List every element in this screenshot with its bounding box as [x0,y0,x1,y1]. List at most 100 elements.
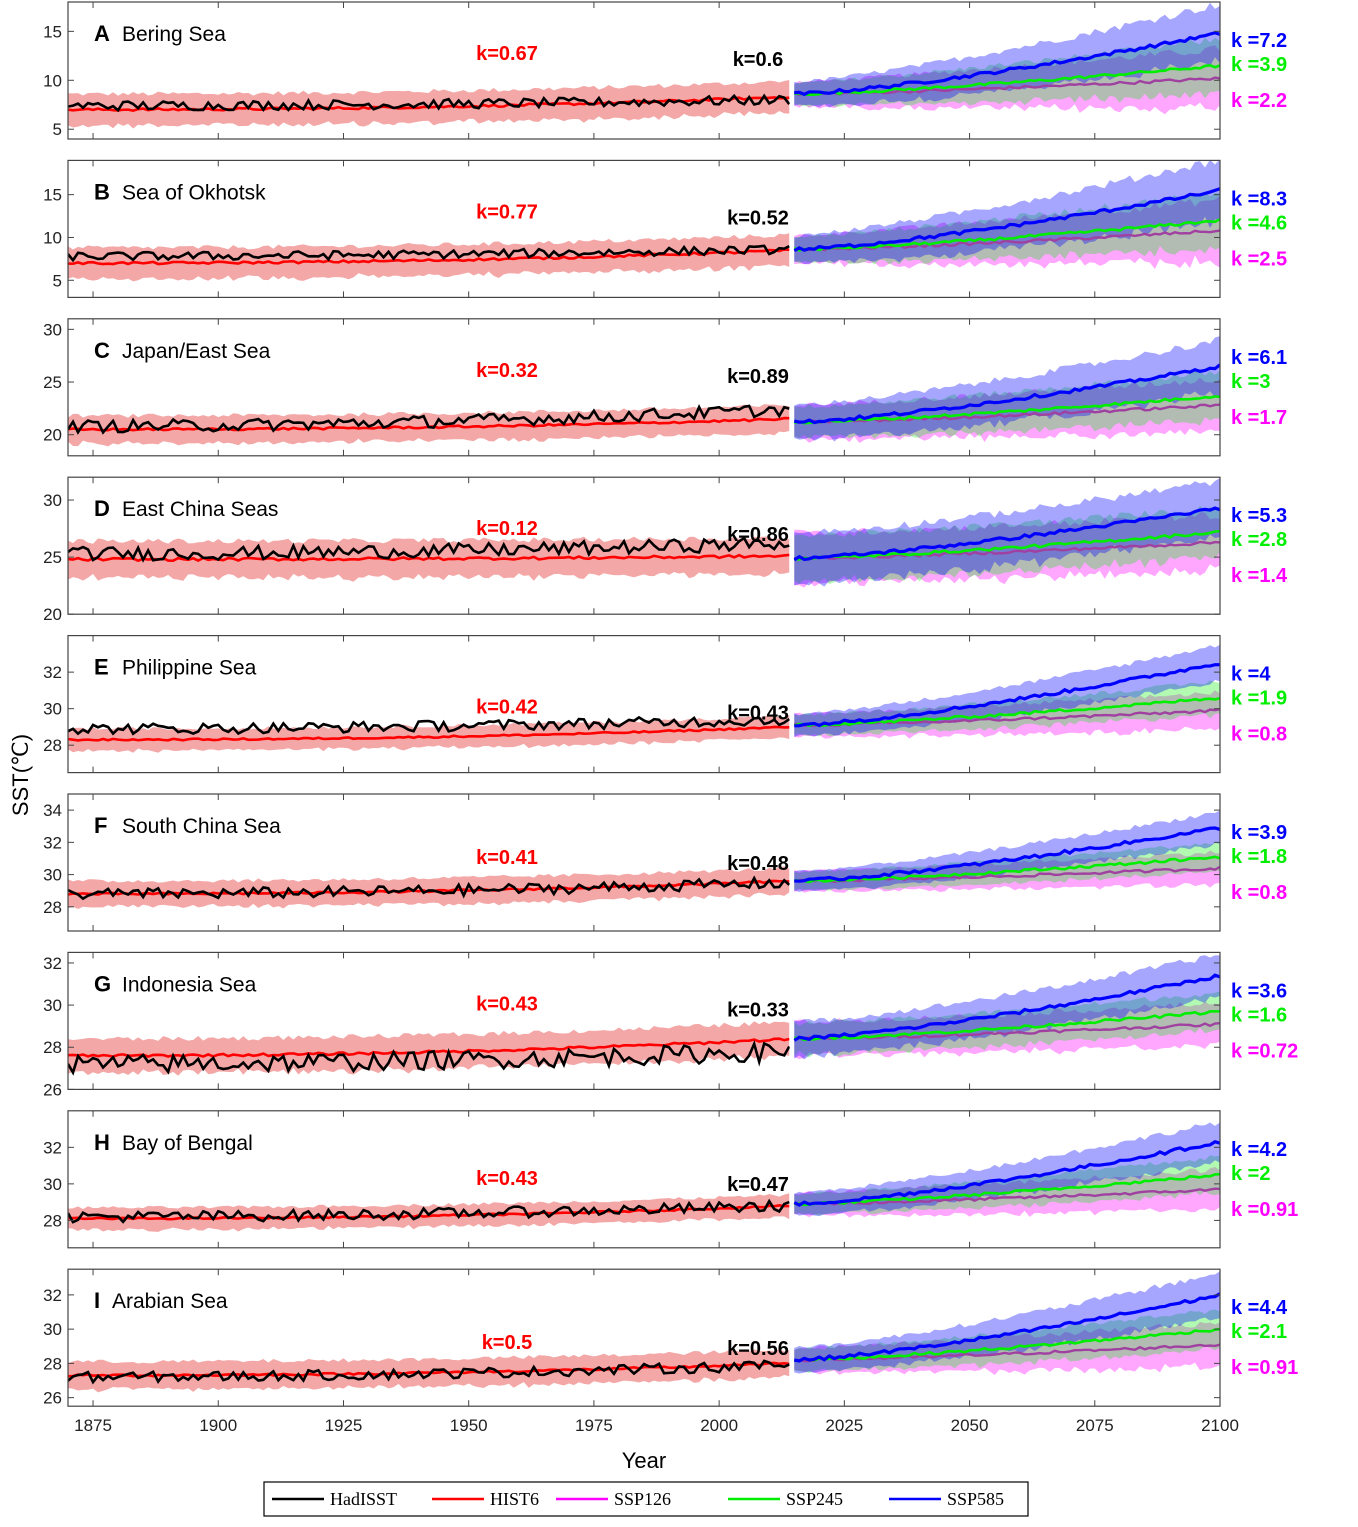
plot-area [68,318,1220,456]
k-hadisst: k=0.6 [733,49,784,71]
y-tick-label: 30 [43,996,62,1015]
k-hadisst: k=0.43 [727,703,789,725]
k-hist6: k=0.32 [476,360,538,382]
ssp245-line [794,1010,1220,1042]
panel-a: 5 10 15 A Bering Sea k=0.67 k=0.6 k =7.2k =3.9 k… [43,1,1287,140]
hadisst-line [68,875,791,901]
panel-letter: E [94,655,109,680]
ssp585-line [793,187,1220,253]
y-tick-label: 28 [43,736,62,755]
y-tick-label: 30 [43,320,62,339]
k-ssp585: k =4.2 [1231,1139,1287,1161]
k-hist6: k=0.77 [476,201,538,223]
k-ssp126: k =0.8 [1231,724,1287,746]
k-hadisst: k=0.56 [727,1338,789,1360]
x-tick-label: 2025 [825,1416,863,1435]
k-hadisst: k=0.33 [727,999,789,1021]
hist6-band [68,866,790,910]
k-ssp585: k =3.6 [1231,980,1287,1002]
k-hadisst: k=0.48 [727,853,789,875]
x-tick-label: 1900 [199,1416,237,1435]
plot-area [68,635,1220,773]
x-tick-label: 1950 [450,1416,488,1435]
plot-area [68,952,1220,1090]
y-tick-label: 32 [43,954,62,973]
panel-frame [67,951,1221,1091]
hist6-band [68,714,790,753]
ssp585-line [794,663,1220,728]
k-ssp585: k =7.2 [1231,30,1287,52]
y-tick-label: 5 [53,120,62,139]
hadisst-line [68,1039,791,1076]
k-ssp245: k =1.9 [1231,688,1287,710]
k-hist6: k=0.5 [482,1332,533,1354]
y-tick-label: 10 [43,71,62,90]
ssp585-line [793,1292,1220,1363]
k-ssp126: k =2.2 [1231,90,1287,112]
hist6-band [68,1021,790,1076]
y-tick-label: 30 [43,491,62,510]
k-ssp126: k =1.7 [1231,407,1287,429]
k-hist6: k=0.12 [476,518,538,540]
plot-area [68,1269,1220,1407]
y-tick-label: 15 [43,22,62,41]
panel-name: Bay of Bengal [122,1132,253,1155]
hadisst-line [68,1359,790,1385]
x-tick-label: 2075 [1076,1416,1114,1435]
k-ssp126: k =1.4 [1231,565,1288,587]
legend-label: HIST6 [490,1489,539,1509]
ssp585-line [793,1139,1220,1207]
y-tick-label: 30 [43,700,62,719]
ssp585-line [794,31,1220,97]
plot-area [68,160,1220,298]
k-ssp245: k =2.1 [1231,1321,1287,1343]
panel-letter: C [94,338,110,363]
k-hadisst: k=0.86 [727,524,789,546]
k-ssp245: k =1.8 [1231,846,1287,868]
hist6-band [68,233,790,282]
y-tick-label: 25 [43,548,62,567]
panel-frame [67,476,1221,615]
ssp245-line [794,855,1220,884]
k-hadisst: k=0.52 [727,207,789,229]
k-ssp585: k =5.3 [1231,505,1287,527]
panel-i: 1875 1900 1925 1950 1975 2000 2025 2050 2075 2100… [43,1268,1298,1435]
k-ssp585: k =3.9 [1231,822,1287,844]
y-tick-label: 28 [43,1211,62,1230]
legend-label: SSP245 [786,1489,843,1509]
panel-name: East China Seas [122,498,278,521]
k-hist6: k=0.41 [476,847,538,869]
legend: HadISST HIST6 SSP126 SSP245 SSP585 [263,1481,1029,1517]
ssp126-line [793,403,1220,425]
y-tick-label: 28 [43,1038,62,1057]
x-tick-label: 2100 [1201,1416,1239,1435]
k-ssp126: k =0.91 [1231,1199,1298,1221]
k-ssp245: k =3 [1231,371,1270,393]
ssp585-band [794,477,1220,587]
k-hadisst: k=0.47 [727,1174,789,1196]
hist6-band [68,1193,790,1232]
x-tick-label: 2050 [951,1416,989,1435]
k-ssp585: k =6.1 [1231,347,1287,369]
k-hist6: k=0.42 [476,697,538,719]
hist6-line [68,248,790,266]
y-tick-label: 26 [43,1080,62,1099]
ssp585-band [794,2,1220,108]
legend-box [263,1481,1029,1517]
panel-frame [67,1110,1221,1249]
ssp585-line [794,826,1220,883]
ssp245-band [794,991,1220,1058]
y-tick-label: 25 [43,373,62,392]
panel-frame [67,159,1221,298]
k-ssp245: k =4.6 [1231,212,1287,234]
y-tick-label: 30 [43,1320,62,1339]
y-tick-label: 32 [43,833,62,852]
panel-letter: D [94,496,110,521]
y-tick-label: 26 [43,1389,62,1408]
k-ssp126: k =2.5 [1231,248,1287,270]
x-tick-label: 1875 [74,1416,112,1435]
